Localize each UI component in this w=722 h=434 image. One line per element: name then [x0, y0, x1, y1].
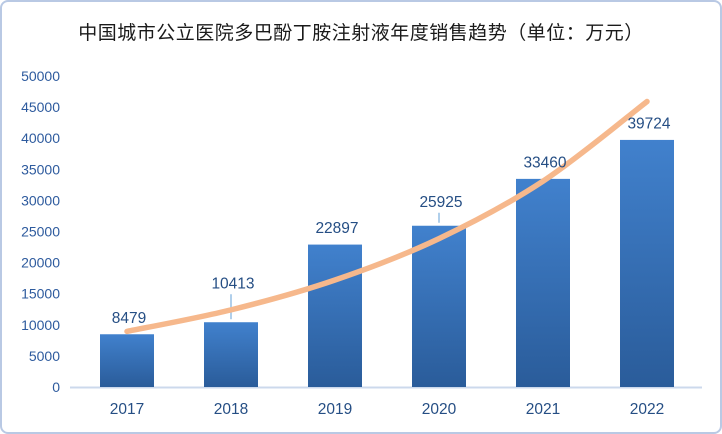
y-tick-label: 10000 [21, 317, 60, 333]
bar [516, 178, 570, 387]
y-tick-label: 35000 [21, 161, 60, 177]
x-tick-label: 2022 [630, 401, 664, 418]
y-tick-label: 15000 [21, 286, 60, 302]
bar-value-label: 25925 [419, 194, 462, 211]
bar-value-label: 8479 [112, 310, 146, 327]
bar [204, 322, 258, 387]
bar [100, 334, 154, 387]
bar-value-label: 39724 [627, 115, 670, 132]
trendline [124, 98, 650, 335]
y-tick-label: 20000 [21, 255, 60, 271]
x-tick-label: 2019 [318, 401, 352, 418]
bar-value-label: 10413 [211, 276, 254, 293]
y-tick-label: 45000 [21, 99, 60, 115]
bar [308, 244, 362, 387]
x-tick-label: 2017 [110, 401, 144, 418]
y-tick-label: 50000 [21, 68, 60, 84]
x-tick-label: 2020 [422, 401, 457, 418]
bar [412, 225, 466, 387]
bar [620, 139, 674, 387]
x-tick-label: 2018 [214, 401, 248, 418]
bar-value-label: 33460 [523, 154, 566, 171]
x-tick-label: 2021 [526, 401, 560, 418]
chart-title: 中国城市公立医院多巴酚丁胺注射液年度销售趋势（单位：万元） [78, 23, 644, 44]
y-tick-label: 25000 [21, 224, 60, 240]
y-tick-label: 30000 [21, 192, 60, 208]
y-tick-label: 5000 [29, 348, 60, 364]
y-tick-label: 40000 [21, 130, 60, 146]
bar-value-label: 22897 [315, 220, 358, 237]
y-tick-label: 0 [52, 379, 60, 395]
